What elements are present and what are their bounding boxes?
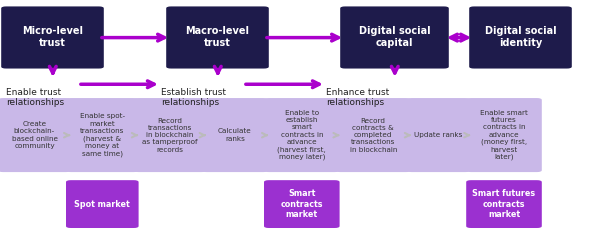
FancyBboxPatch shape [66,98,139,172]
FancyBboxPatch shape [340,6,449,69]
Text: Digital social
identity: Digital social identity [485,26,556,49]
FancyBboxPatch shape [1,6,104,69]
FancyBboxPatch shape [0,98,71,172]
Text: Spot market: Spot market [74,200,130,208]
FancyBboxPatch shape [469,6,572,69]
Text: Enable to
establish
smart
contracts in
advance
(harvest first,
money later): Enable to establish smart contracts in a… [277,110,326,160]
Text: Micro-level
trust: Micro-level trust [22,26,83,49]
FancyBboxPatch shape [166,6,269,69]
FancyBboxPatch shape [466,180,542,228]
Text: Calculate
ranks: Calculate ranks [218,129,252,142]
Text: Enable trust
relationships: Enable trust relationships [6,88,64,108]
FancyBboxPatch shape [264,180,340,228]
Text: Macro-level
trust: Macro-level trust [185,26,250,49]
FancyBboxPatch shape [264,98,340,172]
FancyBboxPatch shape [335,98,411,172]
FancyBboxPatch shape [407,98,470,172]
Text: Smart
contracts
market: Smart contracts market [281,189,323,219]
FancyBboxPatch shape [66,180,139,228]
Text: Create
blockchain-
based online
community: Create blockchain- based online communit… [11,121,58,149]
Text: Enable smart
futures
contracts in
advance
(money first,
harvest
later): Enable smart futures contracts in advanc… [480,110,528,160]
Text: Enable spot-
market
transactions
(harvest &
money at
same time): Enable spot- market transactions (harves… [80,114,125,157]
FancyBboxPatch shape [202,98,268,172]
FancyBboxPatch shape [466,98,542,172]
Text: Digital social
capital: Digital social capital [359,26,430,49]
Text: Enhance trust
relationships: Enhance trust relationships [326,88,389,108]
Text: Update ranks: Update ranks [415,132,463,138]
Text: Record
transactions
in blockchain
as tamperproof
records: Record transactions in blockchain as tam… [142,118,198,153]
Text: Record
contracts &
completed
transactions
in blockchain: Record contracts & completed transaction… [350,118,397,153]
FancyBboxPatch shape [134,98,206,172]
Text: Establish trust
relationships: Establish trust relationships [161,88,226,108]
Text: Smart futures
contracts
market: Smart futures contracts market [472,189,536,219]
